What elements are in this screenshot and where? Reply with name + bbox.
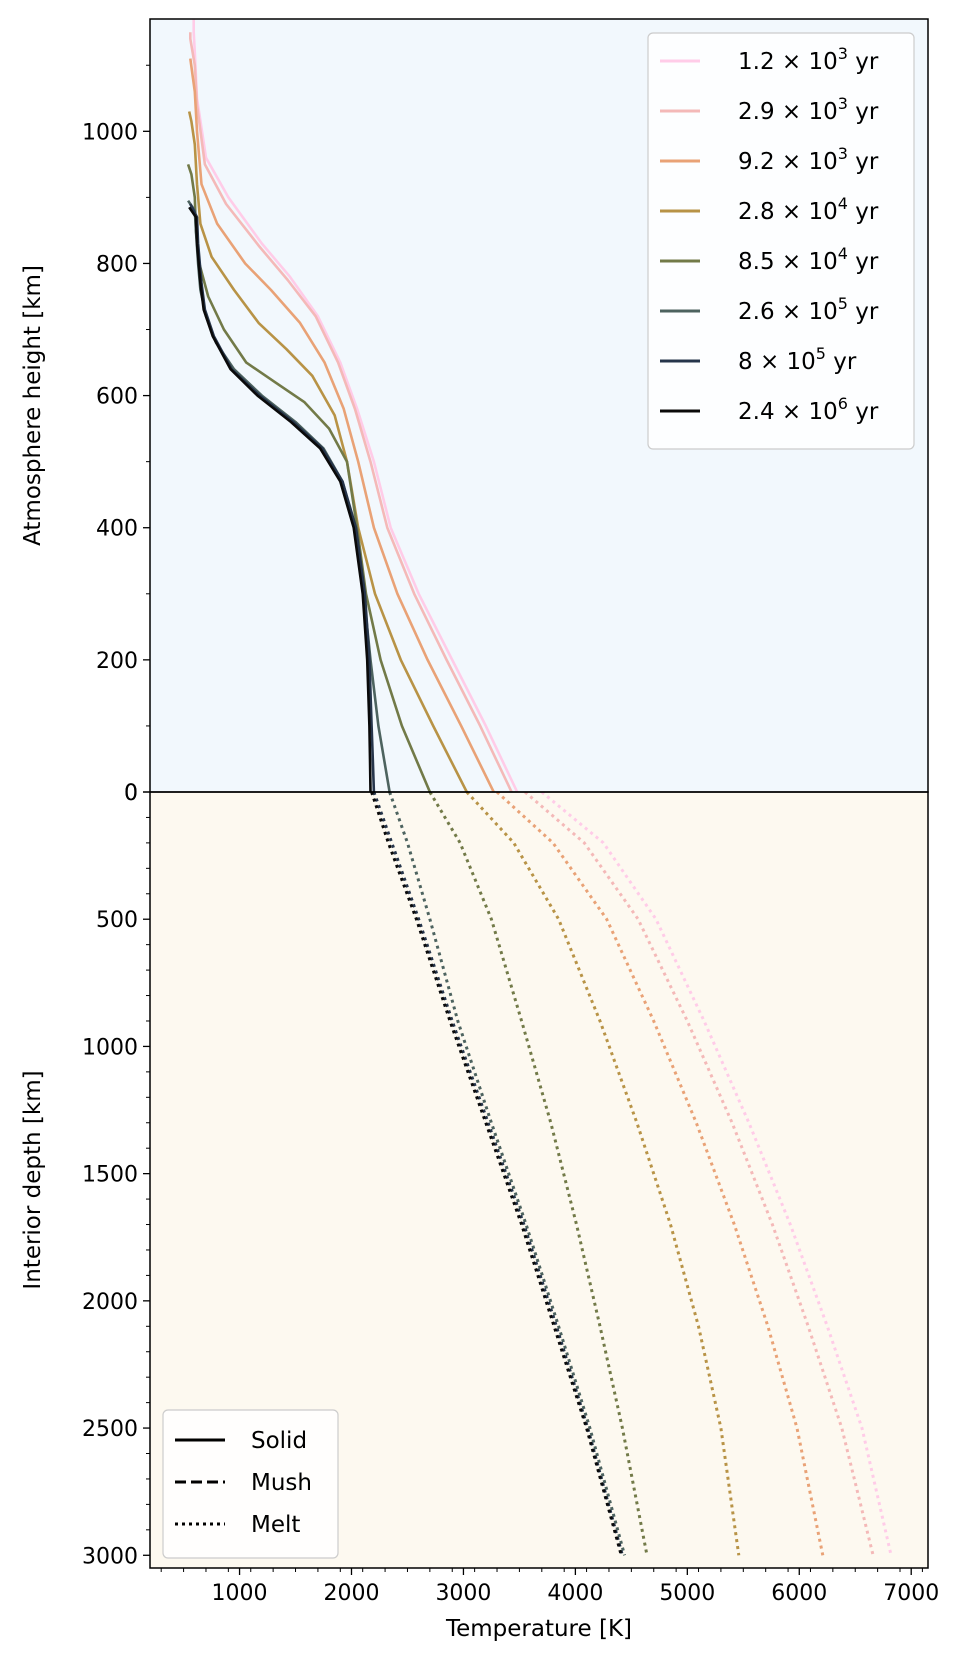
interior-series-line-4 xyxy=(428,792,649,1556)
atmosphere-series-line-7 xyxy=(188,206,372,792)
x-tick-label: 3000 xyxy=(435,1581,491,1606)
interior-y-tick-label: 0 xyxy=(124,781,138,806)
legend-age-label: 2.4 × 106 yr xyxy=(738,394,879,425)
atmosphere-y-tick-label: 1000 xyxy=(82,120,138,145)
atmosphere-series-line-2 xyxy=(189,58,495,792)
legend-age-label: 2.6 × 105 yr xyxy=(738,294,879,325)
y-axis-label-atmosphere: Atmosphere height [km] xyxy=(20,265,46,546)
interior-y-tick-label: 1000 xyxy=(82,1035,138,1060)
interior-y-tick-label: 2000 xyxy=(82,1290,138,1315)
atmosphere-series-line-1 xyxy=(189,32,513,792)
interior-frame xyxy=(149,791,929,1569)
legend-age-label: 8.5 × 104 yr xyxy=(738,244,879,275)
x-tick-label: 2000 xyxy=(323,1581,379,1606)
interior-series-line-3 xyxy=(465,792,741,1556)
atmosphere-y-tick-label: 600 xyxy=(96,385,138,410)
legend-phase-label: Mush xyxy=(251,1470,312,1496)
x-tick-label: 7000 xyxy=(883,1581,939,1606)
x-tick-label: 4000 xyxy=(547,1581,603,1606)
interior-y-tick-label: 500 xyxy=(96,908,138,933)
x-tick-label: 1000 xyxy=(212,1581,268,1606)
interior-series-line-5 xyxy=(388,792,627,1556)
legend-age-label: 2.9 × 103 yr xyxy=(738,94,879,125)
legend-phase-box xyxy=(162,1409,339,1559)
atmosphere-y-tick-label: 200 xyxy=(96,649,138,674)
legend-age-box xyxy=(647,32,915,450)
interior-y-tick-label: 2500 xyxy=(82,1417,138,1442)
x-axis-label: Temperature [K] xyxy=(445,1616,632,1642)
legend-phase-label: Solid xyxy=(251,1428,307,1454)
legend-age-label: 8 × 105 yr xyxy=(738,344,857,375)
atmosphere-series-line-3 xyxy=(187,111,468,792)
legend-phase: Solid Mush Melt xyxy=(162,1409,339,1559)
legend-age-label: 9.2 × 103 yr xyxy=(738,144,879,175)
atmosphere-y-tick-label: 400 xyxy=(96,517,138,542)
legend-age-label: 1.2 × 103 yr xyxy=(738,44,879,75)
x-tick-label: 5000 xyxy=(659,1581,715,1606)
x-tick-label: 6000 xyxy=(771,1581,827,1606)
atmosphere-y-tick-label: 800 xyxy=(96,252,138,277)
interior-series-line-0 xyxy=(540,792,893,1556)
atmosphere-y-tick-label: 0 xyxy=(124,781,138,806)
interior-y-tick-label: 3000 xyxy=(82,1544,138,1569)
legend-phase-label: Melt xyxy=(251,1512,300,1538)
y-axis-label-interior: Interior depth [km] xyxy=(20,1070,46,1289)
legend-age-label: 2.8 × 104 yr xyxy=(738,194,879,225)
interior-y-tick-label: 1500 xyxy=(82,1163,138,1188)
axes-overlay: 0200400600800100005001000150020002500300… xyxy=(82,18,939,1606)
interior-series-line-2 xyxy=(495,792,825,1556)
legend-age: 1.2 × 103 yr 2.9 × 103 yr 9.2 × 103 yr 2.8 … xyxy=(647,32,915,450)
